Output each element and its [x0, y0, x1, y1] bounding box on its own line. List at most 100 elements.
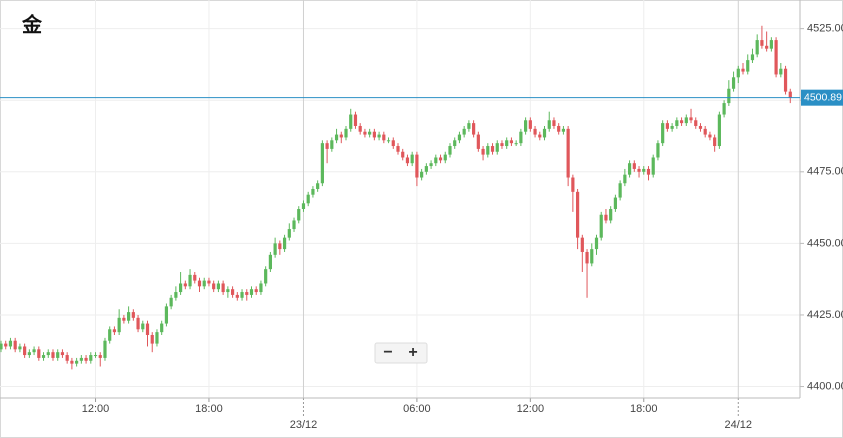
- candle-body: [98, 355, 102, 358]
- candle-body: [519, 131, 523, 144]
- candle-body: [443, 154, 447, 161]
- candle-body: [103, 340, 107, 358]
- candle-body: [178, 283, 183, 293]
- candle-body: [254, 289, 258, 293]
- candle-body: [221, 283, 225, 293]
- candle-body: [41, 355, 46, 358]
- candle-body: [65, 355, 69, 361]
- candle-body: [779, 68, 783, 75]
- candle-body: [684, 117, 688, 124]
- zoom-out-button[interactable]: −: [383, 344, 392, 361]
- candle-body: [500, 143, 504, 147]
- candle-body: [632, 163, 636, 169]
- candle-body: [112, 329, 117, 333]
- candle-body: [604, 214, 608, 221]
- candle-body: [467, 123, 471, 129]
- candle-body: [717, 114, 721, 147]
- x-tick-label: 24/12: [725, 419, 753, 431]
- candle-body: [481, 148, 485, 155]
- candle-body: [141, 323, 145, 330]
- candle-body: [661, 123, 665, 144]
- candle-body: [750, 54, 755, 61]
- candle-body: [538, 134, 542, 138]
- candle-body: [235, 294, 239, 298]
- candle-body: [557, 125, 561, 132]
- candle-body: [547, 120, 551, 129]
- candle-body: [561, 128, 566, 132]
- candle-body: [490, 146, 495, 152]
- candle-body: [183, 283, 187, 287]
- y-tick-label: 4425.00: [807, 309, 843, 321]
- candle-body: [230, 289, 235, 295]
- candle-body: [202, 280, 206, 287]
- candle-body: [13, 340, 17, 350]
- candle-body: [70, 360, 74, 364]
- candle-body: [575, 191, 580, 238]
- candle-body: [325, 143, 329, 149]
- candle-body: [637, 168, 641, 172]
- candle-body: [240, 292, 244, 298]
- candle-body: [396, 146, 400, 152]
- candle-body: [316, 183, 320, 189]
- candle-body: [160, 323, 164, 333]
- candle-body: [509, 140, 514, 144]
- candle-body: [297, 209, 301, 221]
- candle-body: [566, 128, 570, 178]
- candle-body: [75, 360, 79, 364]
- candle-body: [84, 357, 88, 361]
- candle-body: [349, 114, 353, 129]
- candle-body: [580, 237, 584, 252]
- candle-body: [377, 134, 381, 138]
- candle-body: [703, 128, 707, 135]
- candle-body: [320, 143, 324, 184]
- candle-body: [264, 269, 268, 284]
- candle-body: [37, 349, 41, 358]
- candle-body: [155, 332, 159, 344]
- candle-body: [56, 352, 60, 358]
- x-tick-label: 12:00: [517, 403, 545, 415]
- candle-body: [679, 120, 684, 124]
- candle-body: [278, 243, 282, 250]
- candle-body: [415, 154, 419, 178]
- candle-body: [476, 134, 480, 149]
- zoom-box: [374, 342, 428, 364]
- candle-body: [405, 157, 410, 164]
- y-tick-label: 4525.00: [807, 23, 843, 35]
- candle-body: [495, 143, 499, 152]
- candle-body: [4, 343, 8, 347]
- candle-body: [46, 352, 50, 356]
- candle-body: [117, 317, 121, 333]
- candle-body: [765, 45, 769, 49]
- candle-body: [23, 346, 27, 356]
- zoom-in-button[interactable]: +: [408, 344, 417, 361]
- candle-body: [618, 183, 622, 198]
- candle-body: [136, 317, 140, 330]
- candle-body: [368, 131, 372, 135]
- candle-body: [259, 283, 263, 293]
- candle-body: [145, 323, 150, 336]
- candle-body: [273, 243, 277, 255]
- candle-body: [708, 134, 712, 138]
- candle-body: [453, 140, 457, 147]
- candle-body: [788, 91, 792, 98]
- price-label-box: [801, 89, 843, 106]
- candle-body: [731, 77, 736, 89]
- candle-body: [188, 274, 192, 287]
- candle-body: [594, 237, 599, 250]
- candle-body: [382, 134, 386, 141]
- y-tick-label: 4400.00: [807, 380, 843, 392]
- candle-body: [363, 131, 367, 135]
- candle-body: [783, 68, 788, 92]
- x-tick-label: 18:00: [630, 403, 658, 415]
- candle-body: [93, 355, 98, 357]
- candle-body: [32, 349, 36, 353]
- candle-body: [282, 237, 287, 250]
- candle-body: [727, 88, 731, 104]
- candle-body: [212, 283, 216, 290]
- candles: [0, 25, 792, 370]
- instrument-title: 金: [21, 12, 43, 36]
- candle-body: [670, 125, 674, 129]
- candle-body: [301, 203, 306, 210]
- price-label: 4500.89: [804, 91, 842, 103]
